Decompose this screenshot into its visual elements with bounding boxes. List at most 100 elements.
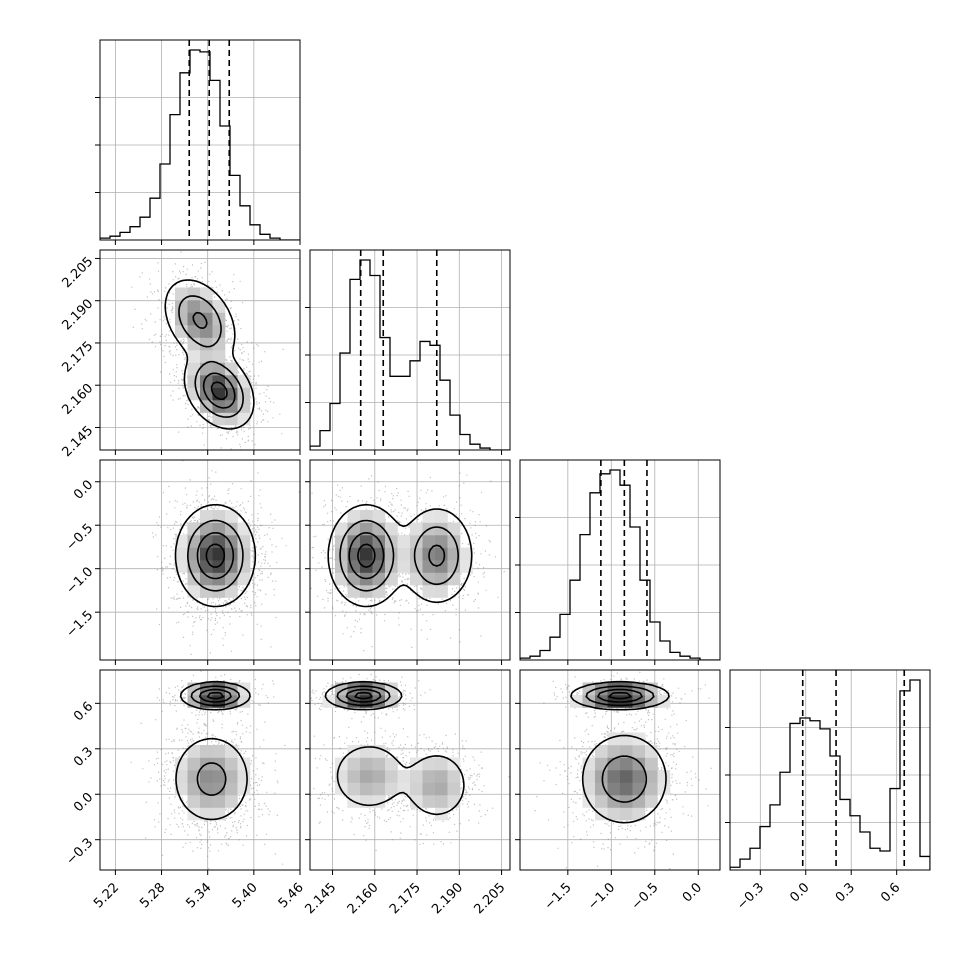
density-cell [645, 757, 658, 771]
density-cell [187, 745, 201, 758]
density-cell [200, 325, 213, 338]
density-cell [237, 770, 251, 783]
density-cell [225, 400, 238, 413]
density-cell [620, 732, 633, 746]
density-cell [385, 770, 398, 783]
density-cell [175, 547, 188, 561]
density-cell [200, 572, 213, 586]
density-cell [435, 795, 448, 808]
contour-line [206, 691, 225, 700]
density-cell [347, 535, 361, 548]
panel-0-0 [95, 39, 301, 245]
density-cell [595, 695, 608, 708]
y-tick-label: 2.160 [59, 381, 96, 418]
density-cell [237, 387, 251, 401]
density-cell [410, 522, 423, 536]
density-cell [385, 522, 398, 536]
density-cell [200, 745, 213, 758]
density-cell [607, 795, 621, 808]
density-cell [175, 300, 188, 313]
density-cell [187, 782, 201, 796]
panel-frame [309, 459, 511, 661]
contour-line [608, 691, 632, 700]
density-cell [225, 547, 238, 561]
density-cell [187, 695, 201, 708]
density-cell [435, 585, 448, 598]
density-cell [360, 547, 373, 561]
density-cell [435, 770, 448, 783]
density-cell [212, 585, 226, 598]
density-cell [410, 795, 423, 808]
density-cell [200, 807, 213, 821]
y-tick-label: −1.0 [63, 564, 96, 597]
contour-line [174, 503, 257, 608]
density-cell [435, 560, 448, 573]
density-cell [360, 757, 373, 771]
density-cell [187, 350, 201, 363]
density-cell [212, 547, 226, 561]
x-tick-label: 5.34 [183, 880, 214, 911]
density-cell [187, 325, 201, 338]
density-cell [187, 757, 201, 771]
density-cell [422, 510, 436, 523]
x-tick-label: 0.6 [878, 880, 903, 905]
panel-2-2 [515, 459, 721, 665]
density-cell [397, 560, 411, 573]
density-cell [212, 350, 226, 363]
density-cell [595, 770, 608, 783]
density-cell [657, 782, 671, 796]
contour-line [585, 685, 655, 803]
density-cell [632, 695, 646, 708]
density-cell [187, 337, 201, 351]
x-tick-label: 2.190 [429, 880, 466, 917]
contour-line [190, 685, 241, 796]
density-cell [385, 757, 398, 771]
contour-line [354, 691, 373, 700]
density-cell [410, 547, 423, 561]
density-cell [175, 560, 188, 573]
density-cell [335, 757, 348, 771]
density-cell [620, 757, 633, 771]
panel-2-0: −1.5 −1.0 −0.5 0.0 [63, 459, 301, 665]
density-cell [632, 807, 646, 821]
x-tick-label: −0.3 [734, 880, 767, 913]
density-cell [435, 510, 448, 523]
density-cell [447, 770, 461, 783]
density-cell [225, 522, 238, 536]
density-cell [435, 522, 448, 536]
density-cell [225, 535, 238, 548]
density-cell [360, 510, 373, 523]
density-cell [212, 782, 226, 796]
density-cell [607, 807, 621, 821]
density-cell [607, 745, 621, 758]
density-cell [212, 510, 226, 523]
density-cell [175, 325, 188, 338]
density-cell [212, 795, 226, 808]
contour-line [345, 688, 382, 703]
density-cell [212, 300, 226, 313]
y-tick-label: 0.0 [71, 790, 96, 815]
density-cell [620, 807, 633, 821]
density-cell [410, 572, 423, 586]
density-cell [582, 770, 596, 783]
density-cell [645, 782, 658, 796]
density-cell [372, 572, 386, 586]
y-tick-label: 2.175 [59, 339, 96, 376]
density-cell [347, 522, 361, 536]
density-cell [225, 585, 238, 598]
density-cell [175, 770, 188, 783]
density-cell [200, 522, 213, 536]
density-cell [397, 547, 411, 561]
density-cell [645, 795, 658, 808]
density-cell [225, 362, 238, 376]
density-cell [360, 782, 373, 796]
density-cell [595, 745, 608, 758]
panel-3-3: −0.3 0.0 0.3 0.6 [725, 669, 931, 913]
density-cell [187, 287, 201, 301]
x-tick-label: 5.22 [91, 880, 122, 911]
density-cell [435, 757, 448, 771]
density-cell [187, 795, 201, 808]
panel-1-1 [305, 249, 511, 455]
panel-2-1 [305, 459, 511, 665]
density-cell [372, 510, 386, 523]
